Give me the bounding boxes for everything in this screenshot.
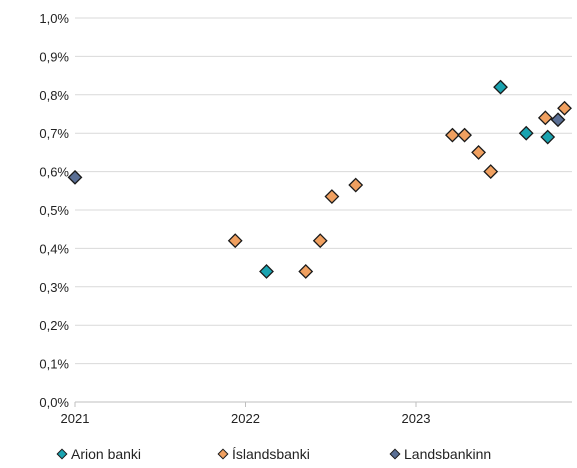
y-tick-label: 0,0% xyxy=(39,395,69,410)
data-point-1 xyxy=(483,164,499,180)
y-tick-label: 1,0% xyxy=(39,11,69,26)
x-tick-label: 2021 xyxy=(61,411,90,426)
data-point-1 xyxy=(298,264,314,279)
data-point-1 xyxy=(537,110,553,126)
x-axis-tick-labels: 2021 2022 2023 xyxy=(61,402,431,426)
data-point-1 xyxy=(312,233,328,249)
data-point-1 xyxy=(557,100,572,116)
legend-marker xyxy=(389,448,401,460)
legend-label: Landsbankinn xyxy=(404,446,491,462)
y-tick-label: 0,4% xyxy=(39,241,69,256)
data-point-1 xyxy=(348,177,364,193)
data-points xyxy=(67,79,572,279)
data-point-0 xyxy=(540,129,556,145)
x-tick-label: 2022 xyxy=(231,411,260,426)
y-axis-tick-labels: 0,0% 0,1% 0,2% 0,3% 0,4% 0,5% 0,6% 0,7% 0,8% 0,9%… xyxy=(39,11,69,410)
y-tick-label: 0,2% xyxy=(39,318,69,333)
legend-marker xyxy=(217,448,229,460)
x-tick-label: 2023 xyxy=(402,411,431,426)
y-tick-label: 0,5% xyxy=(39,203,69,218)
legend: Arion banki Íslandsbanki Landsbankinn xyxy=(56,446,491,462)
y-tick-label: 0,1% xyxy=(39,357,69,372)
data-point-1 xyxy=(445,127,460,143)
y-tick-label: 0,3% xyxy=(39,280,69,295)
y-tick-label: 0,6% xyxy=(39,165,69,180)
legend-marker xyxy=(56,448,68,460)
data-point-1 xyxy=(324,189,340,204)
data-point-1 xyxy=(227,233,243,249)
y-tick-label: 0,7% xyxy=(39,126,69,141)
grid-lines xyxy=(75,17,572,365)
data-point-0 xyxy=(518,125,534,141)
y-tick-label: 0,8% xyxy=(39,88,69,103)
data-point-2 xyxy=(67,169,83,185)
data-point-0 xyxy=(259,264,274,279)
legend-label: Arion banki xyxy=(71,446,141,462)
legend-label: Íslandsbanki xyxy=(232,446,310,462)
data-point-2 xyxy=(550,112,566,128)
data-point-1 xyxy=(471,144,486,160)
data-point-1 xyxy=(457,127,472,143)
data-point-0 xyxy=(493,79,508,95)
y-tick-label: 0,9% xyxy=(39,49,69,64)
